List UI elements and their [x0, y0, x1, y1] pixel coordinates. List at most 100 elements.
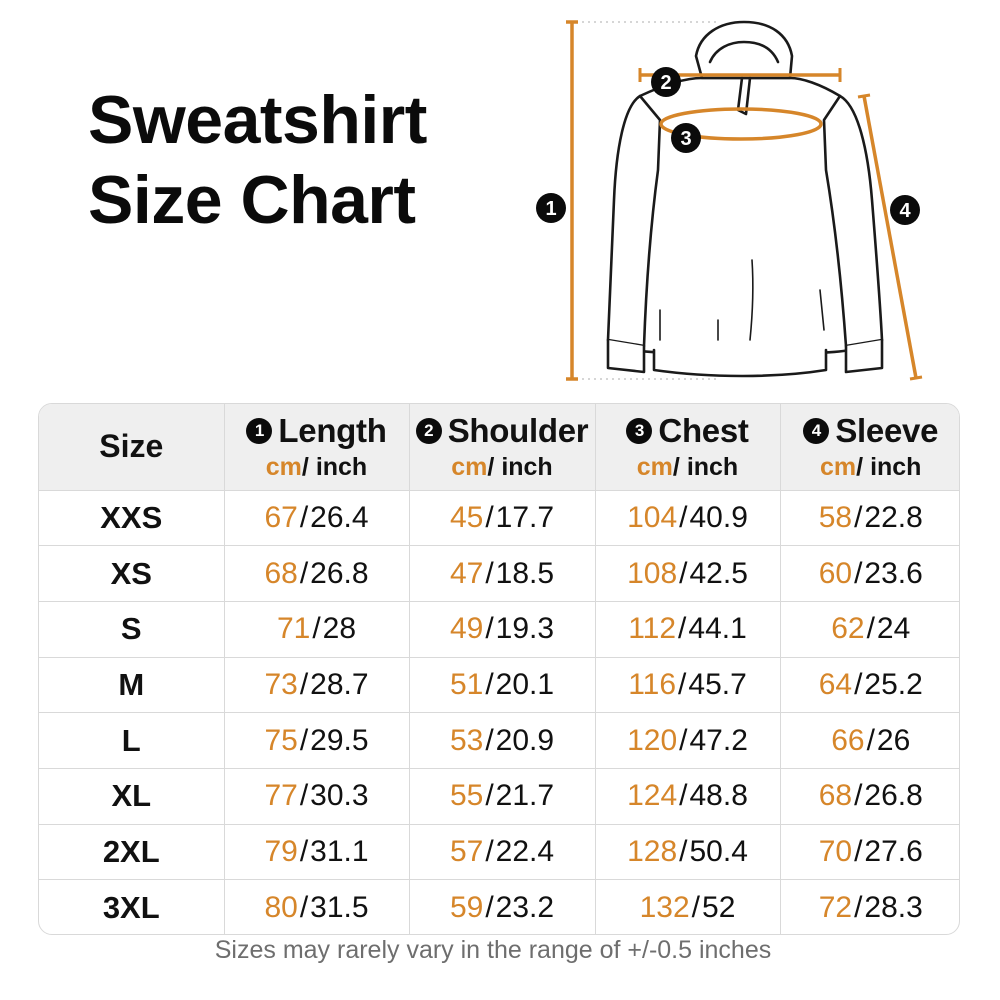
length-value: 71/28 [277, 612, 356, 645]
header-chest-unit-inch: inch [686, 452, 739, 481]
size-cell: 2XL [39, 824, 225, 881]
size-table: Size 1 Length cm/ inch 2 Shoulder cm/ inch… [39, 404, 959, 934]
marker-length: 1 [536, 193, 566, 223]
chest-cell: 120/47.2 [595, 712, 781, 769]
table-row: S 71/28 49/19.3 112/44.1 62/24 [39, 601, 959, 658]
shoulder-inch-value: 23.2 [495, 890, 555, 924]
header-chest: 3 Chest cm/ inch [595, 404, 781, 491]
sweatshirt-illustration: 1 2 3 4 [536, 20, 923, 381]
header-shoulder: 2 Shoulder cm/ inch [409, 404, 596, 491]
chest-cell: 112/44.1 [595, 601, 781, 658]
shoulder-cell: 59/23.2 [409, 879, 596, 934]
length-cm-value: 75 [264, 723, 298, 757]
sleeve-cm-value: 60 [818, 556, 853, 590]
shoulder-value: 47/18.5 [450, 557, 554, 590]
sleeve-separator: / [854, 779, 863, 813]
sleeve-inch-value: 22.8 [864, 500, 923, 534]
shoulder-inch-value: 20.1 [495, 667, 555, 701]
table-row: XXS 67/26.4 45/17.7 104/40.9 58/22.8 [39, 490, 959, 547]
length-inch-value: 30.3 [310, 779, 369, 813]
size-cell: L [39, 712, 225, 769]
marker-shoulder-label: 2 [660, 72, 671, 94]
sleeve-inch-value: 27.6 [864, 834, 923, 868]
sleeve-number-badge: 4 [803, 417, 830, 444]
length-cell: 77/30.3 [224, 768, 410, 825]
chest-inch-value: 44.1 [688, 612, 747, 646]
chest-number-badge: 3 [626, 417, 653, 444]
chest-value: 128/50.4 [627, 835, 748, 868]
sleeve-cm-value: 62 [831, 612, 865, 646]
header-sleeve-unit-inch: inch [870, 452, 922, 481]
chest-cell: 128/50.4 [595, 824, 781, 881]
shoulder-value: 51/20.1 [450, 668, 554, 701]
shoulder-inch-value: 22.4 [495, 834, 555, 868]
sleeve-cm-value: 72 [818, 890, 853, 924]
shoulder-separator: / [485, 667, 494, 701]
shoulder-cm-value: 51 [449, 667, 484, 701]
header-size: Size [39, 404, 225, 491]
length-cell: 79/31.1 [224, 824, 410, 881]
header-shoulder-label: Shoulder [447, 411, 589, 449]
shoulder-value: 57/22.4 [450, 835, 554, 868]
chest-cell: 108/42.5 [595, 545, 781, 602]
shoulder-separator: / [485, 500, 494, 534]
size-table-container: Size 1 Length cm/ inch 2 Shoulder cm/ inch… [38, 403, 960, 935]
title-line-1: Sweatshirt [88, 82, 427, 158]
chest-cell: 132/52 [595, 879, 781, 934]
sleeve-cell: 66/26 [780, 712, 959, 769]
length-inch-value: 29.5 [310, 723, 369, 757]
chest-separator: / [678, 612, 687, 646]
length-cm-value: 80 [264, 890, 298, 924]
table-row: XS 68/26.8 47/18.5 108/42.5 60/23.6 [39, 545, 959, 602]
shoulder-separator: / [485, 556, 494, 590]
sleeve-cell: 68/26.8 [780, 768, 959, 825]
chest-cell: 104/40.9 [595, 490, 781, 547]
header-shoulder-unit-sep: / [487, 452, 495, 481]
length-value: 75/29.5 [264, 724, 368, 757]
length-value: 80/31.5 [264, 891, 368, 924]
shoulder-separator: / [485, 834, 494, 868]
length-cell: 75/29.5 [224, 712, 410, 769]
size-cell: 3XL [39, 879, 225, 934]
chest-cm-value: 120 [627, 723, 678, 757]
shoulder-value: 59/23.2 [450, 891, 554, 924]
length-cm-value: 71 [276, 612, 311, 646]
shoulder-inch-value: 18.5 [495, 556, 555, 590]
length-cell: 68/26.8 [224, 545, 410, 602]
shoulder-cell: 51/20.1 [409, 657, 596, 714]
length-inch-value: 28.7 [310, 667, 369, 701]
shoulder-inch-value: 21.7 [495, 779, 555, 813]
shoulder-cm-value: 53 [449, 723, 484, 757]
header-length-unit-sep: / [301, 452, 309, 481]
header-length: 1 Length cm/ inch [224, 404, 410, 491]
sleeve-separator: / [866, 723, 875, 757]
header-chest-label: Chest [658, 411, 749, 449]
shoulder-cm-value: 55 [449, 779, 484, 813]
shoulder-cell: 49/19.3 [409, 601, 596, 658]
shoulder-value: 49/19.3 [450, 612, 554, 645]
shoulder-separator: / [485, 612, 494, 646]
header-length-unit-inch: inch [315, 452, 368, 481]
header-sleeve-unit-cm: cm [820, 452, 857, 481]
chest-separator: / [679, 723, 688, 757]
length-cell: 73/28.7 [224, 657, 410, 714]
length-inch-value: 31.1 [310, 834, 369, 868]
length-cm-value: 67 [264, 500, 298, 534]
length-cell: 71/28 [224, 601, 410, 658]
sleeve-cap-top [857, 93, 871, 99]
marker-length-label: 1 [545, 198, 556, 220]
length-value: 73/28.7 [264, 668, 368, 701]
footnote: Sizes may rarely vary in the range of +/… [214, 936, 772, 964]
sleeve-value: 62/24 [831, 612, 910, 645]
header-length-label: Length [278, 411, 387, 449]
chest-separator: / [691, 890, 701, 924]
shoulder-cm-value: 59 [449, 890, 484, 924]
length-separator: / [299, 779, 309, 813]
length-separator: / [299, 723, 309, 757]
size-cell: S [39, 601, 225, 658]
chest-inch-value: 48.8 [689, 779, 748, 813]
header-length-unit-cm: cm [265, 452, 302, 481]
header-sleeve: 4 Sleeve cm/ inch [780, 404, 959, 491]
header-size-label: Size [99, 428, 164, 465]
fold-lines [659, 259, 825, 341]
